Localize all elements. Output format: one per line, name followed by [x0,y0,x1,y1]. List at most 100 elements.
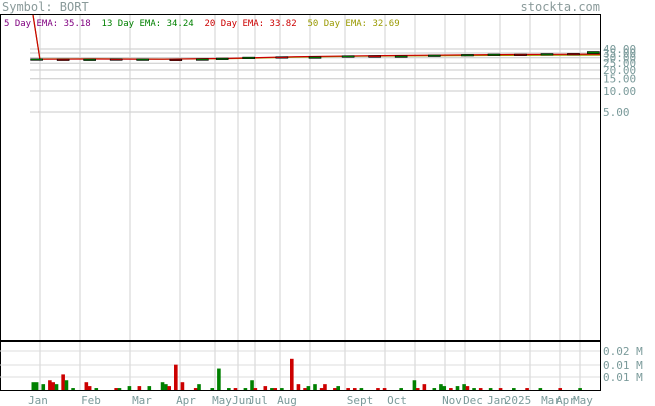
volume-bar [290,358,294,390]
ema-legend: 5 Day EMA: 35.18 13 Day EMA: 34.24 20 Da… [4,19,400,29]
x-axis-label: Jan [28,394,48,406]
price-candle [275,56,289,59]
x-axis-label: Feb [81,394,101,406]
volume-bar [160,382,165,390]
price-candle [215,57,229,60]
price-tick-label: 35.00 [603,47,636,60]
x-axis-label: Apr [556,394,576,406]
price-candle [30,58,43,61]
x-axis-label: Jan [487,394,507,406]
price-candle [341,55,355,58]
volume-bar [280,388,284,390]
volume-bar [578,388,582,390]
volume-bar [462,384,466,390]
volume-bar [422,384,427,390]
x-axis-label: Sept [347,394,374,406]
volume-bar [127,386,132,390]
price-tick-label: 5.00 [603,106,630,119]
volume-bar [117,388,122,390]
volume-bar [164,384,168,390]
volume-bar [197,384,201,390]
volume-bar [303,388,307,390]
volume-bar [51,382,55,390]
price-tick-label: 10.00 [603,85,636,98]
x-axis-label: Aug [277,394,297,406]
volume-bar [306,386,311,390]
x-axis-label: Oct [387,394,407,406]
volume-bar [253,388,258,390]
volume-bar [439,384,443,390]
volume-bar [498,388,503,390]
price-tick-label: 40.00 [603,43,636,56]
x-axis-label: Nov [442,394,462,406]
x-axis-label: Jun [232,394,252,406]
volume-bar [472,388,476,390]
volume-bar [210,388,215,390]
x-axis-label: May [212,394,232,406]
x-axis-label: 2025 [505,394,532,406]
x-axis-label: Jul [248,394,268,406]
volume-bar [167,386,171,390]
volume-bar [336,386,340,390]
volume-bar [54,384,59,390]
legend-20day-ema: 20 Day EMA: 33.82 [204,19,297,29]
volume-bar [538,388,543,390]
volume-bar [442,386,447,390]
price-candle [428,54,441,57]
volume-bar [114,388,118,390]
price-tick-label: 20.00 [603,64,636,77]
price-candle [308,56,322,59]
x-axis-label: Mar [132,394,152,406]
volume-bar [465,386,470,390]
volume-bar [319,388,324,390]
legend-5day-ema: 5 Day EMA: 35.18 [4,19,91,29]
legend-50day-ema: 50 Day EMA: 32.69 [307,19,400,29]
volume-bar [137,386,142,390]
price-candle [196,58,209,61]
volume-bar [412,380,417,390]
volume-bar [270,388,274,390]
volume-bar [346,388,350,390]
volume-bar [455,386,460,390]
price-candle [461,54,474,57]
price-candle [136,58,149,61]
volume-bar [217,368,221,390]
volume-bar [147,386,152,390]
price-candle [487,53,501,56]
price-candle [83,58,96,61]
volume-bar [87,386,92,390]
volume-bar [478,388,483,390]
volume-bar [399,388,403,390]
volume-bar [243,388,248,390]
volume-bar [333,388,337,390]
price-panel-frame [0,14,601,341]
price-tick-label: 25.00 [603,57,636,70]
volume-bar [558,388,563,390]
x-axis-label: Mar [541,394,561,406]
volume-bar [273,388,278,390]
volume-bar [193,388,198,390]
x-axis-label: Apr [176,394,196,406]
brand-link[interactable]: stockta.com [520,0,600,14]
volume-bar [180,382,185,390]
price-candle [567,53,580,56]
volume-bar [323,384,327,390]
volume-bar [61,374,65,390]
volume-bar [525,388,529,390]
volume-bar [174,364,178,390]
volume-tick-label: 0.01 M [603,371,643,384]
price-candle [587,51,600,54]
price-candle [109,58,123,61]
volume-tick-label: 0.01 M [603,359,643,372]
volume-bar [41,384,46,390]
volume-bar [34,382,39,390]
volume-bar [94,388,99,390]
volume-bar [263,386,268,390]
volume-bar [352,388,357,390]
price-candle [540,53,554,56]
volume-bar [227,388,231,390]
volume-bar [449,388,453,390]
volume-bar [488,388,493,390]
volume-tick-label: 0.02 M [603,345,643,358]
